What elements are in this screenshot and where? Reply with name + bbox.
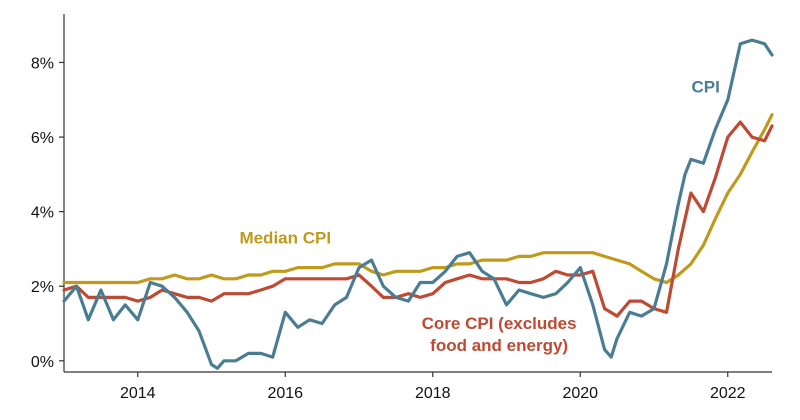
- series-line-core-cpi-excludes-food-and-energy: [62, 120, 774, 318]
- y-tick-label: 2%: [31, 279, 54, 296]
- y-tick-label: 8%: [31, 55, 54, 72]
- series-label: food and energy): [430, 336, 568, 355]
- axes-layer: 0% 2% 4% 6% 8% 2014 2016 2018 2020 2022: [31, 14, 772, 402]
- x-tick-label: 2018: [415, 385, 451, 402]
- x-tick-label: 2022: [710, 385, 746, 402]
- x-tick-label: 2020: [562, 385, 598, 402]
- y-tick-label: 4%: [31, 205, 54, 222]
- series-layer: [62, 38, 774, 370]
- x-tick-label: 2014: [120, 385, 156, 402]
- series-line-median-cpi: [62, 113, 774, 285]
- series-label: Median CPI: [239, 228, 331, 247]
- series-label: CPI: [691, 77, 719, 96]
- y-tick-label: 0%: [31, 354, 54, 371]
- x-tick-label: 2016: [267, 385, 303, 402]
- series-label: Core CPI (excludes: [422, 314, 577, 333]
- series-line-cpi: [62, 38, 774, 370]
- y-tick-label: 6%: [31, 130, 54, 147]
- series-labels-layer: CPI Median CPI Core CPI (excludes food and …: [239, 77, 719, 355]
